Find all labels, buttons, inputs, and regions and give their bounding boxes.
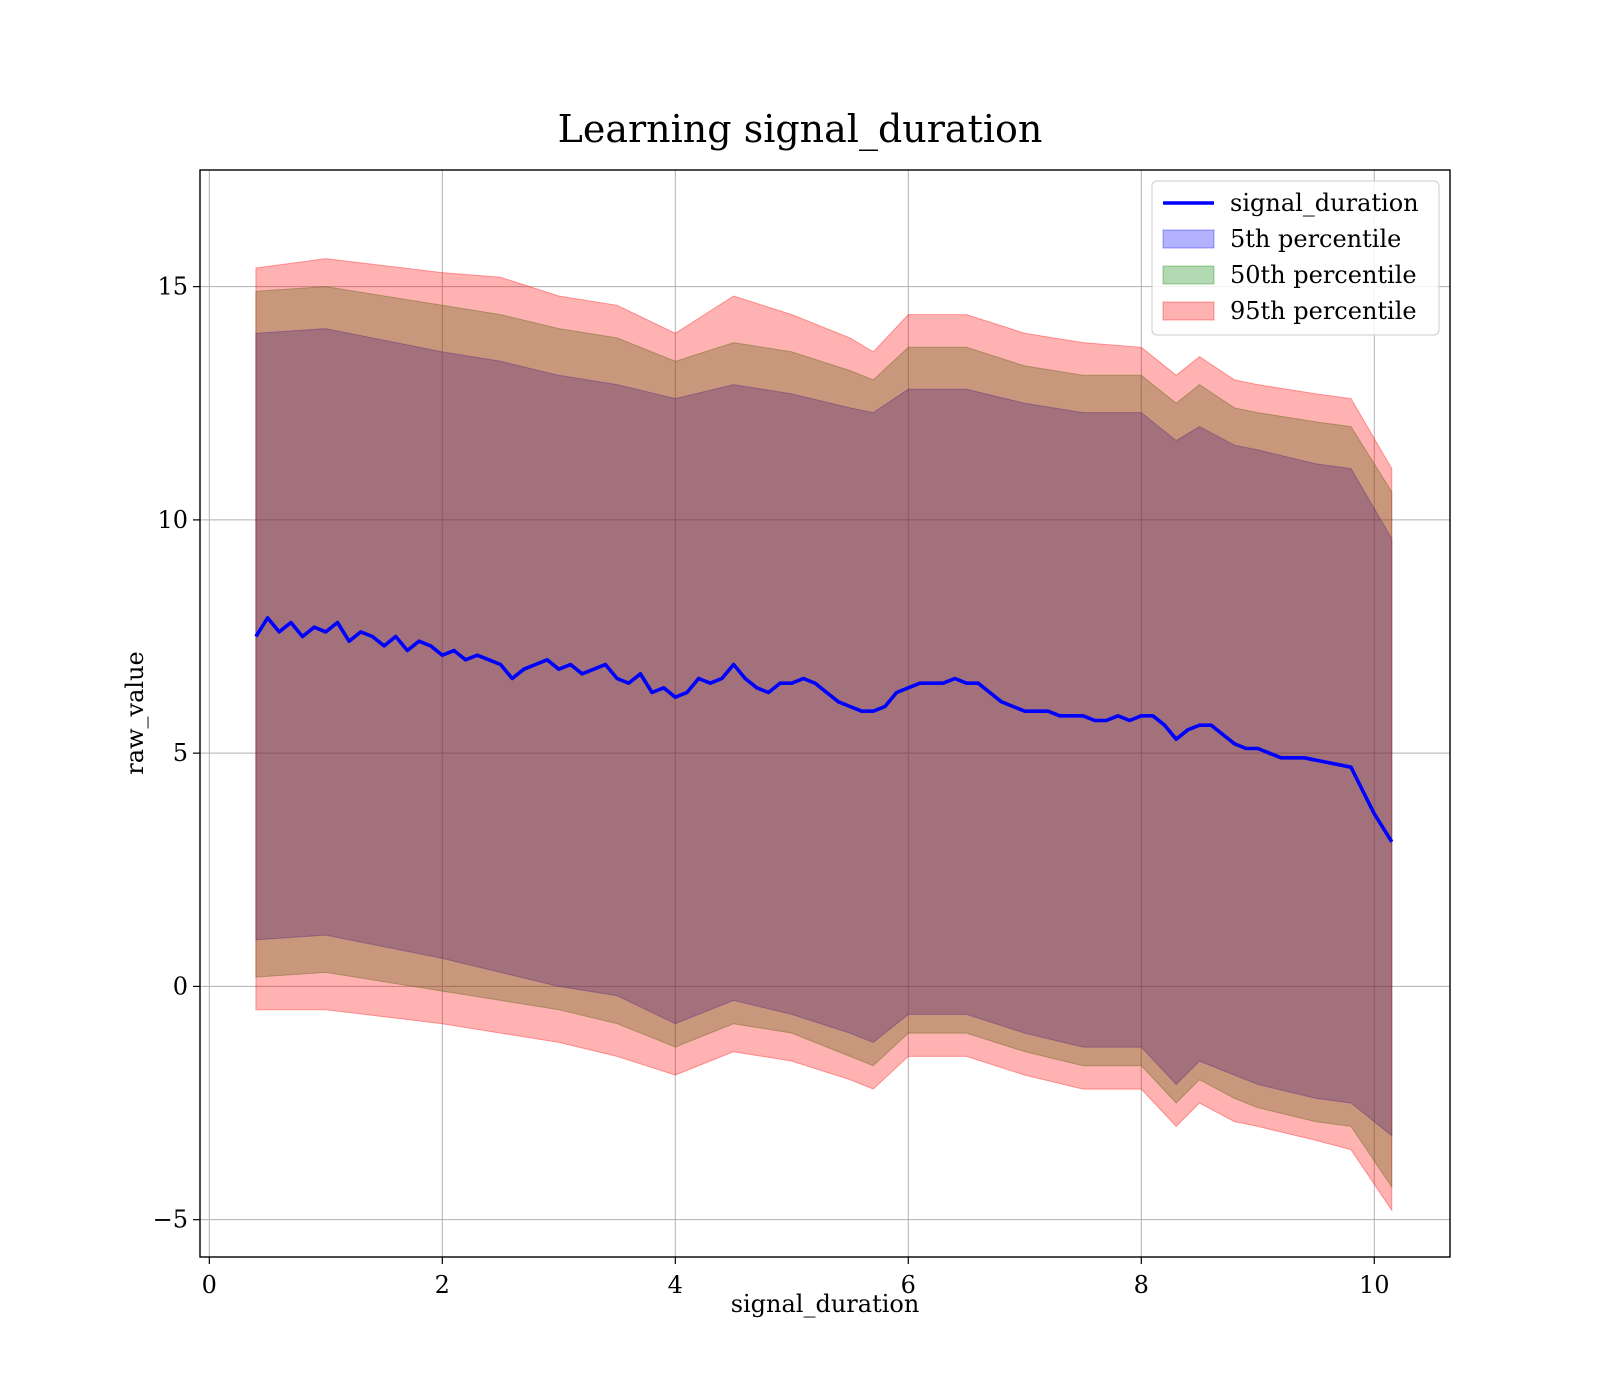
legend-label: 95th percentile (1230, 297, 1417, 325)
chart-title: Learning signal_duration (558, 107, 1043, 152)
signal-duration-line (254, 616, 1394, 843)
y-tick-label: 0 (173, 972, 188, 1000)
x-tick-label: 8 (1134, 1271, 1149, 1299)
y-tick-label: −5 (153, 1206, 188, 1234)
legend-band-swatch (1162, 301, 1215, 321)
5th-percentile-band (255, 328, 1393, 1137)
50th-percentile-band (255, 286, 1393, 1189)
series-lines (254, 616, 1394, 843)
x-axis-ticks: 0 2 4 6 8 10 (202, 1257, 1390, 1299)
x-tick-label: 2 (435, 1271, 450, 1299)
grid-lines (200, 170, 1450, 1257)
legend-label: signal_duration (1230, 189, 1419, 217)
x-tick-label: 6 (901, 1271, 916, 1299)
x-axis-label: signal_duration (731, 1290, 920, 1318)
x-tick-label: 0 (202, 1271, 217, 1299)
legend-label: 5th percentile (1230, 225, 1401, 253)
y-tick-label: 5 (173, 739, 188, 767)
plot-frame (199, 169, 1451, 1258)
legend-box (1151, 180, 1440, 336)
y-tick-label: 15 (157, 273, 188, 301)
legend-label: 50th percentile (1230, 261, 1417, 289)
y-axis-label: raw_value (121, 651, 149, 775)
y-axis-ticks: −5 0 5 10 15 (153, 273, 200, 1234)
plot-area (200, 170, 1450, 1257)
percentile-bands (255, 258, 1393, 1212)
x-tick-label: 4 (668, 1271, 683, 1299)
x-tick-label: 10 (1359, 1271, 1390, 1299)
95th-percentile-band (255, 258, 1393, 1212)
y-tick-label: 10 (157, 506, 188, 534)
legend-band-swatch (1162, 265, 1215, 285)
legend: signal_duration 5th percentile 50th percen… (1151, 180, 1440, 336)
legend-band-swatch (1162, 229, 1215, 249)
